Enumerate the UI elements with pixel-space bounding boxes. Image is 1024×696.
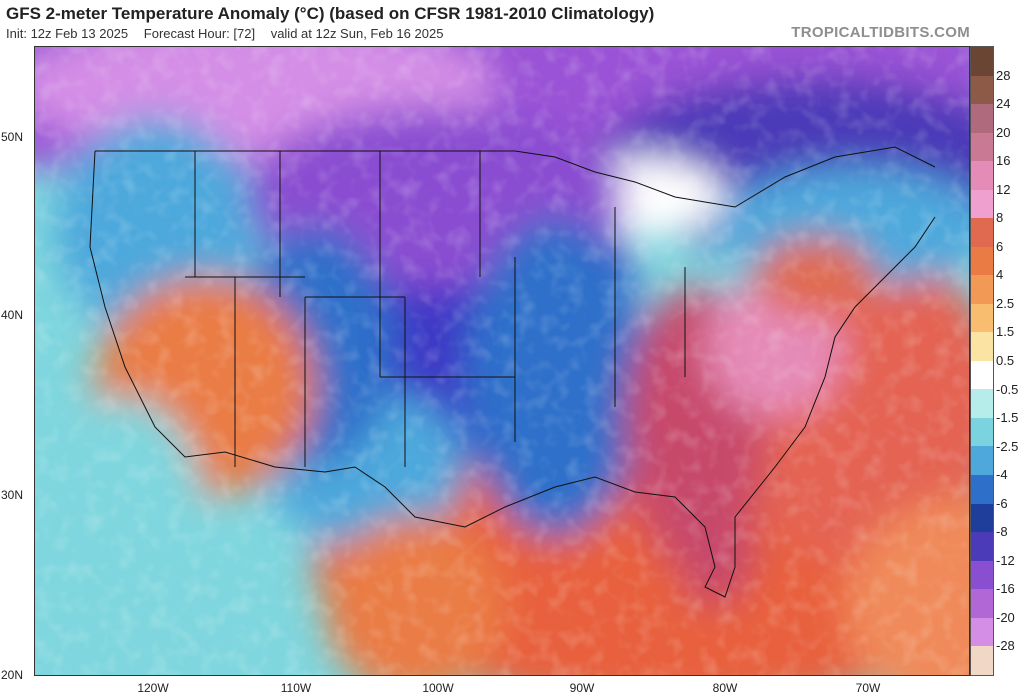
color-scale-tick: 8	[996, 210, 1004, 226]
color-scale-segment	[971, 75, 993, 105]
color-scale-segment	[971, 617, 993, 647]
map-title: GFS 2-meter Temperature Anomaly (°C) (ba…	[6, 4, 655, 23]
color-scale-segment	[971, 360, 993, 390]
lon-label: 110W	[280, 681, 312, 695]
color-scale-tick: -6	[996, 495, 1008, 511]
color-scale-segment	[971, 474, 993, 504]
valid-time: valid at 12z Sun, Feb 16 2025	[270, 26, 444, 41]
color-scale-tick: -12	[996, 552, 1015, 568]
color-scale-segment	[971, 189, 993, 219]
color-scale-tick: -2.5	[996, 438, 1019, 454]
map-subtitle: Init: 12z Feb 13 2025 Forecast Hour: [72…	[6, 26, 455, 41]
brand-watermark: TROPICALTIDBITS.COM	[791, 24, 970, 41]
color-scale-tick: 28	[996, 67, 1011, 83]
color-scale-segment	[971, 161, 993, 190]
color-scale-tick: -0.5	[996, 381, 1019, 397]
color-scale-segment	[971, 104, 993, 133]
texture-overlay	[35, 47, 969, 675]
color-scale-tick: 20	[996, 124, 1011, 140]
color-scale-segment	[971, 332, 993, 361]
color-scale-segment	[971, 503, 993, 533]
color-scale-segment	[971, 275, 993, 304]
color-scale-segment	[971, 389, 993, 418]
lat-label: 30N	[1, 488, 24, 502]
lon-label: 80W	[712, 681, 738, 695]
color-scale-segment	[971, 446, 993, 475]
color-scale-segment	[971, 532, 993, 561]
color-scale-bar	[970, 46, 994, 676]
color-scale-segment	[971, 646, 993, 675]
lat-label: 40N	[1, 308, 24, 322]
map-canvas	[35, 47, 969, 675]
color-scale-tick: 0.5	[996, 353, 1015, 368]
color-scale-segment	[971, 132, 993, 162]
color-scale-tick: -28	[996, 638, 1015, 654]
color-scale-segment	[971, 560, 993, 590]
lon-label: 90W	[569, 681, 595, 695]
color-scale-segment	[971, 589, 993, 618]
color-scale-tick: 4	[996, 267, 1004, 283]
color-scale-segment	[971, 417, 993, 447]
lat-label: 50N	[1, 130, 24, 144]
color-scale-tick: -20	[996, 609, 1015, 625]
color-scale-segment	[971, 246, 993, 276]
color-scale-segment	[971, 303, 993, 333]
color-scale-tick: 12	[996, 181, 1011, 197]
color-scale-tick: 16	[996, 153, 1011, 169]
color-scale-tick: 6	[996, 238, 1004, 254]
color-scale-segment	[971, 47, 993, 76]
color-scale-tick: -8	[996, 524, 1008, 540]
lon-label: 100W	[422, 681, 454, 695]
color-scale-tick: -1.5	[996, 410, 1019, 426]
color-scale-tick: 2.5	[996, 295, 1015, 311]
color-scale-tick: -4	[996, 467, 1008, 483]
anomaly-map	[34, 46, 970, 676]
init-time: Init: 12z Feb 13 2025	[6, 26, 129, 41]
lon-label: 120W	[137, 681, 169, 695]
color-scale-tick: -16	[996, 581, 1015, 597]
forecast-hour: Forecast Hour: [72]	[143, 26, 256, 41]
color-scale-segment	[971, 218, 993, 247]
political-boundaries	[89, 146, 936, 598]
color-scale-tick: 24	[996, 96, 1011, 112]
lon-label: 70W	[855, 681, 881, 695]
color-scale-tick: 1.5	[996, 324, 1015, 340]
lat-label: 20N	[1, 668, 24, 682]
